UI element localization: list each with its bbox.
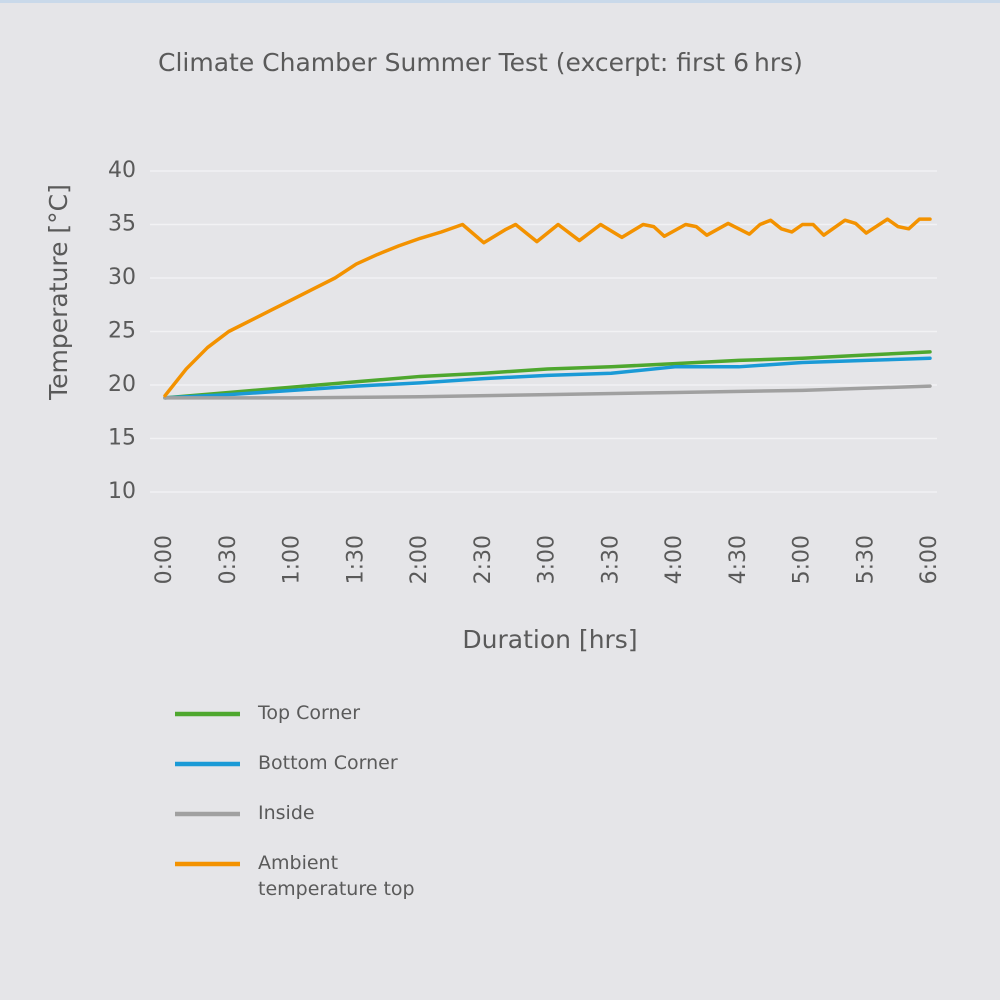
top-stripe [0,0,1000,3]
x-tick-label: 4:30 [726,535,751,584]
x-tick-label: 6:00 [917,535,942,584]
legend-label: Inside [258,802,315,824]
y-tick-label: 35 [108,212,136,237]
x-tick-label: 1:00 [280,535,305,584]
x-tick-label: 1:30 [343,535,368,584]
x-tick-label: 0:30 [216,535,241,584]
x-tick-label: 4:00 [662,535,687,584]
series-line [163,217,932,398]
series-line [163,384,932,400]
legend-label: Top Corner [258,702,361,724]
y-tick-label: 10 [108,479,136,504]
y-tick-label: 20 [108,372,136,397]
y-tick-label: 30 [108,265,136,290]
y-axis-label: Temperature [°C] [44,184,73,401]
x-tick-label: 5:00 [790,535,815,584]
legend-label: Bottom Corner [258,752,398,774]
x-tick-label: 2:30 [471,535,496,584]
y-tick-label: 25 [108,319,136,344]
y-tick-label: 40 [108,158,136,183]
x-tick-label: 0:00 [152,535,177,584]
x-axis-label: Duration [hrs] [462,625,637,654]
series-line [163,356,932,400]
x-tick-label: 5:30 [853,535,878,584]
x-tick-label: 2:00 [407,535,432,584]
x-tick-label: 3:30 [598,535,623,584]
legend-label: Ambient temperature top [258,852,415,900]
x-tick-label: 3:00 [535,535,560,584]
y-tick-label: 15 [108,426,136,451]
series-line [163,350,932,400]
chart-title: Climate Chamber Summer Test (excerpt: fi… [158,48,803,77]
